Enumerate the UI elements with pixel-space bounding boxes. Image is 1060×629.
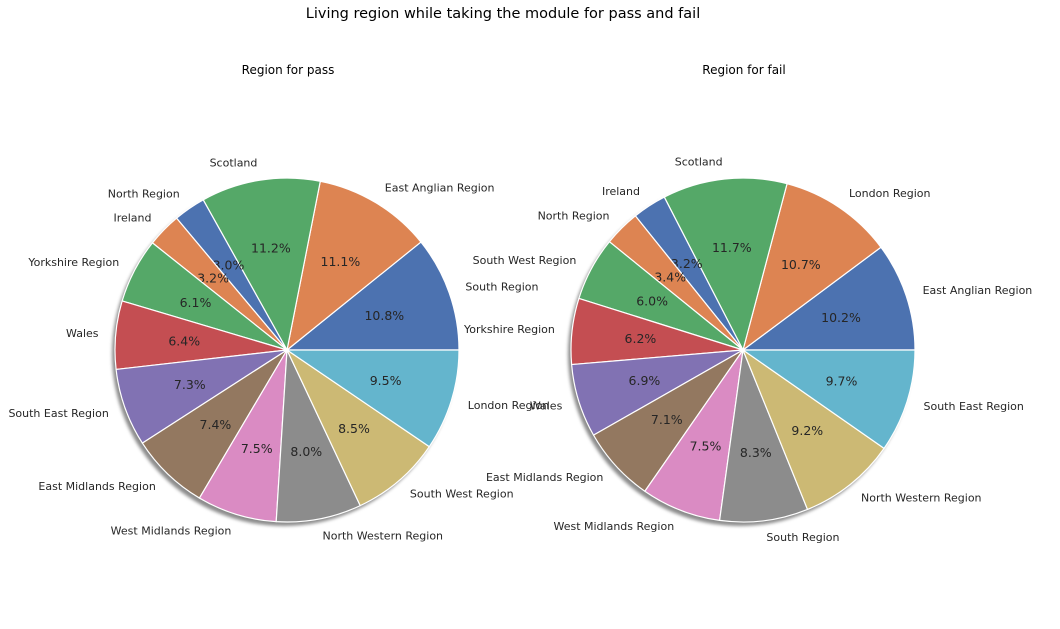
fail-pct-south-west-region: 6.0% <box>636 294 668 309</box>
fail-label-north-western-region: North Western Region <box>861 491 982 504</box>
fail-label-wales: Wales <box>530 400 563 413</box>
fail-pct-yorkshire-region: 6.2% <box>625 331 657 346</box>
pass-slice-london-region <box>286 349 460 448</box>
pass-label-south-east-region: South East Region <box>8 407 108 420</box>
pass-label-west-midlands-region: West Midlands Region <box>111 524 232 537</box>
fail-pct-ireland: 3.2% <box>671 256 703 271</box>
fail-pct-east-midlands-region: 7.1% <box>651 412 683 427</box>
figure-suptitle: Living region while taking the module fo… <box>306 6 700 22</box>
fail-label-south-region: South Region <box>766 531 839 544</box>
pass-slice-east-anglian-region <box>286 180 422 351</box>
pass-pct-london-region: 9.5% <box>370 373 402 388</box>
fail-pct-north-western-region: 9.2% <box>791 423 823 438</box>
fail-pie: 10.2% East Anglian Region 10.7% London Regi… <box>463 155 1032 544</box>
pass-pie: 10.8% South Region 11.1% East Anglian Regio… <box>8 157 549 543</box>
pass-pct-scotland: 11.2% <box>251 241 291 256</box>
fail-pct-south-east-region: 9.7% <box>826 373 858 388</box>
pass-label-east-anglian-region: East Anglian Region <box>385 182 495 195</box>
fail-chart-title: Region for fail <box>702 63 785 77</box>
pass-pct-east-anglian-region: 11.1% <box>321 254 361 269</box>
fail-label-east-midlands-region: East Midlands Region <box>486 471 603 484</box>
pass-pct-south-region: 10.8% <box>364 308 404 323</box>
pass-pct-wales: 6.4% <box>168 333 200 348</box>
fail-label-west-midlands-region: West Midlands Region <box>553 520 674 533</box>
fail-label-yorkshire-region: Yorkshire Region <box>463 323 555 336</box>
pass-label-east-midlands-region: East Midlands Region <box>38 480 155 493</box>
pass-label-wales: Wales <box>66 327 99 340</box>
pass-label-london-region: London Region <box>468 399 550 412</box>
fail-label-east-anglian-region: East Anglian Region <box>923 284 1033 297</box>
fail-slice-north-western-region <box>742 349 885 511</box>
pass-label-ireland: Ireland <box>113 211 151 224</box>
pass-label-south-west-region: South West Region <box>410 487 514 500</box>
fail-label-ireland: Ireland <box>602 185 640 198</box>
fail-pct-south-region: 8.3% <box>740 445 772 460</box>
pass-slice-south-west-region <box>286 349 430 507</box>
fail-slice-scotland <box>663 177 788 351</box>
pass-label-north-western-region: North Western Region <box>323 529 444 542</box>
pass-pct-yorkshire-region: 6.1% <box>180 295 212 310</box>
pass-pct-south-west-region: 8.5% <box>338 421 370 436</box>
fail-slice-london-region <box>742 183 882 351</box>
fail-pct-wales: 6.9% <box>629 373 661 388</box>
pass-pct-north-western-region: 8.0% <box>290 444 322 459</box>
pass-pct-east-midlands-region: 7.4% <box>200 417 232 432</box>
pass-pct-south-east-region: 7.3% <box>174 377 206 392</box>
fail-label-london-region: London Region <box>849 187 931 200</box>
pass-pct-west-midlands-region: 7.5% <box>241 441 273 456</box>
fail-slice-east-anglian-region <box>742 246 916 351</box>
fail-label-south-west-region: South West Region <box>473 254 577 267</box>
fail-label-south-east-region: South East Region <box>924 400 1024 413</box>
fail-slice-south-region <box>718 349 809 523</box>
fail-pct-east-anglian-region: 10.2% <box>821 310 861 325</box>
fail-pct-london-region: 10.7% <box>781 257 821 272</box>
pass-chart-title: Region for pass <box>242 63 335 77</box>
pass-pct-north-region: 3.0% <box>213 258 245 273</box>
pass-label-north-region: North Region <box>108 188 180 201</box>
fail-label-scotland: Scotland <box>675 155 723 168</box>
pass-pct-ireland: 3.2% <box>197 270 229 285</box>
fail-pct-scotland: 11.7% <box>712 240 752 255</box>
fail-label-north-region: North Region <box>538 209 610 222</box>
pass-label-scotland: Scotland <box>210 157 258 170</box>
pass-slice-scotland <box>202 177 321 351</box>
pass-slice-south-region <box>286 241 460 351</box>
fail-pct-north-region: 3.4% <box>654 269 686 284</box>
pass-label-south-region: South Region <box>465 281 538 294</box>
pass-label-yorkshire-region: Yorkshire Region <box>27 256 119 269</box>
fail-slice-south-east-region <box>742 349 916 449</box>
fail-pct-west-midlands-region: 7.5% <box>690 439 722 454</box>
